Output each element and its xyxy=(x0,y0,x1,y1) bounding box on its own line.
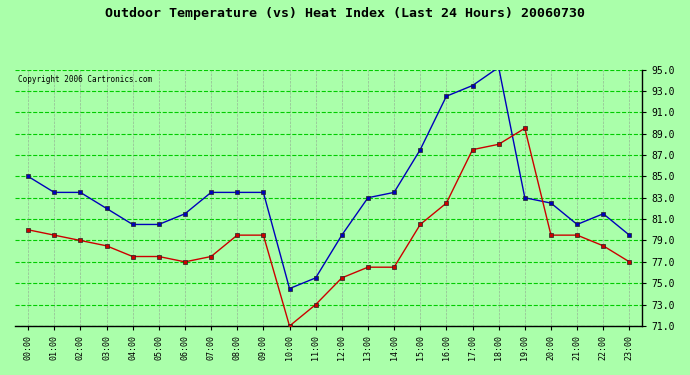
Text: Outdoor Temperature (vs) Heat Index (Last 24 Hours) 20060730: Outdoor Temperature (vs) Heat Index (Las… xyxy=(105,8,585,21)
Text: Copyright 2006 Cartronics.com: Copyright 2006 Cartronics.com xyxy=(18,75,152,84)
